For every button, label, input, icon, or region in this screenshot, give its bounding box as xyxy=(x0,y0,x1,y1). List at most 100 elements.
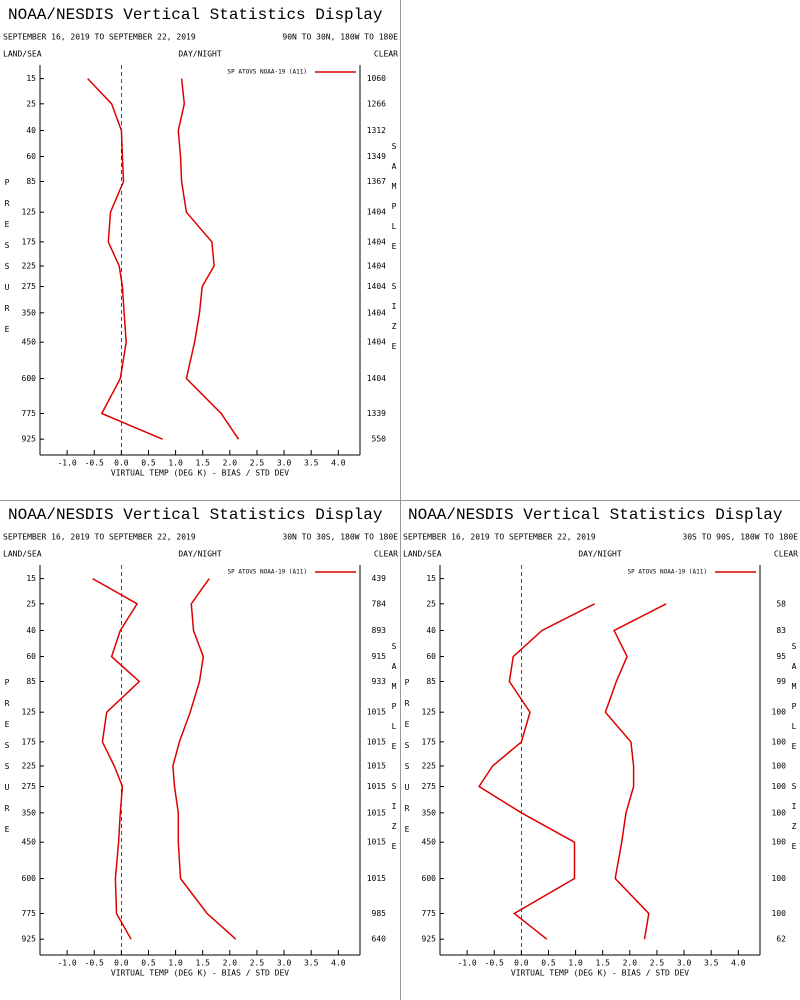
x-tick-label: 0.5 xyxy=(141,959,156,968)
land-sea: LAND/SEA xyxy=(3,50,42,59)
x-tick-label: 2.5 xyxy=(250,959,265,968)
y-tick-label: 60 xyxy=(26,152,36,161)
x-tick-label: 1.0 xyxy=(568,959,583,968)
x-tick-label: 2.0 xyxy=(223,459,238,468)
x-tick-label: 0.5 xyxy=(541,959,556,968)
sample-size: 100 xyxy=(772,838,787,847)
sample-size: 100 xyxy=(772,909,787,918)
panel: NOAA/NESDIS Vertical Statistics Display S… xyxy=(3,6,398,477)
profile-line xyxy=(87,78,163,440)
x-tick-label: 4.0 xyxy=(331,959,346,968)
y-tick-label: 925 xyxy=(422,935,437,944)
y-tick-label: 450 xyxy=(22,838,37,847)
sample-size: 99 xyxy=(776,677,786,686)
x-tick-label: 3.5 xyxy=(304,459,319,468)
sample-size: 893 xyxy=(372,626,387,635)
x-axis-label: VIRTUAL TEMP (DEG K) - BIAS / STD DEV xyxy=(111,469,289,478)
sample-size: 1404 xyxy=(367,338,386,347)
x-tick-label: 4.0 xyxy=(331,459,346,468)
y-tick-label: 350 xyxy=(422,808,437,817)
x-tick-label: -1.0 xyxy=(57,459,76,468)
sample-size: 100 xyxy=(772,761,787,770)
y-tick-label: 275 xyxy=(22,782,37,791)
sample-size: 1015 xyxy=(367,761,386,770)
legend-label: SP ATOVS NOAA-19 (A11) xyxy=(228,569,307,576)
x-tick-label: 1.5 xyxy=(595,959,610,968)
panel-title: NOAA/NESDIS Vertical Statistics Display xyxy=(8,506,383,524)
y-tick-label: 15 xyxy=(426,574,436,583)
x-tick-label: 3.0 xyxy=(277,459,292,468)
sample-size: 1339 xyxy=(367,409,386,418)
sample-size: 1015 xyxy=(367,838,386,847)
y-tick-label: 15 xyxy=(26,574,36,583)
x-tick-label: 1.5 xyxy=(195,959,210,968)
sample-size: 1349 xyxy=(367,152,386,161)
y-tick-label: 600 xyxy=(422,874,437,883)
day-night: DAY/NIGHT xyxy=(178,50,222,59)
legend-label: SP ATOVS NOAA-19 (A11) xyxy=(228,69,307,76)
x-tick-label: 2.0 xyxy=(223,959,238,968)
y-tick-label: 15 xyxy=(26,74,36,83)
y-tick-label: 175 xyxy=(22,237,37,246)
x-tick-label: 1.0 xyxy=(168,459,183,468)
x-tick-label: 0.0 xyxy=(114,459,129,468)
x-tick-label: 3.0 xyxy=(677,959,692,968)
y-tick-label: 25 xyxy=(26,99,36,108)
y-tick-label: 40 xyxy=(26,126,36,135)
sample-size: 1015 xyxy=(367,874,386,883)
panel: NOAA/NESDIS Vertical Statistics Display S… xyxy=(3,506,398,977)
y-tick-label: 85 xyxy=(26,177,36,186)
panel-title: NOAA/NESDIS Vertical Statistics Display xyxy=(8,6,383,24)
sample-size: 1404 xyxy=(367,208,386,217)
sample-size: 100 xyxy=(772,708,787,717)
y-tick-label: 60 xyxy=(426,652,436,661)
profile-line xyxy=(172,578,237,940)
panel: NOAA/NESDIS Vertical Statistics Display S… xyxy=(403,506,798,977)
y-tick-label: 450 xyxy=(22,338,37,347)
day-night: DAY/NIGHT xyxy=(178,550,222,559)
x-tick-label: 2.0 xyxy=(623,959,638,968)
y-tick-label: 925 xyxy=(22,935,37,944)
sample-size: 1060 xyxy=(367,74,386,83)
x-tick-label: 2.5 xyxy=(650,959,665,968)
sample-size: 95 xyxy=(776,652,786,661)
sample-size: 83 xyxy=(776,626,786,635)
y-tick-label: 600 xyxy=(22,374,37,383)
legend-label: SP ATOVS NOAA-19 (A11) xyxy=(628,569,707,576)
date-range: SEPTEMBER 16, 2019 TO SEPTEMBER 22, 2019 xyxy=(3,33,196,42)
x-tick-label: -1.0 xyxy=(457,959,476,968)
sample-size: 1015 xyxy=(367,708,386,717)
x-tick-label: 3.5 xyxy=(704,959,719,968)
sample-size: 1404 xyxy=(367,374,386,383)
y-tick-label: 275 xyxy=(422,782,437,791)
y-tick-label: 25 xyxy=(426,599,436,608)
y-tick-label: 225 xyxy=(22,761,37,770)
sample-size: 933 xyxy=(372,677,387,686)
sample-size: 1015 xyxy=(367,808,386,817)
x-axis-label: VIRTUAL TEMP (DEG K) - BIAS / STD DEV xyxy=(511,969,689,978)
date-range: SEPTEMBER 16, 2019 TO SEPTEMBER 22, 2019 xyxy=(3,533,196,542)
x-tick-label: 0.0 xyxy=(514,959,529,968)
y-tick-label: 40 xyxy=(26,626,36,635)
y-tick-label: 40 xyxy=(426,626,436,635)
x-tick-label: 0.5 xyxy=(141,459,156,468)
land-sea: LAND/SEA xyxy=(403,550,442,559)
panel-title: NOAA/NESDIS Vertical Statistics Display xyxy=(408,506,783,524)
y-tick-label: 175 xyxy=(422,737,437,746)
sample-size: 1015 xyxy=(367,782,386,791)
y-tick-label: 450 xyxy=(422,838,437,847)
region: 30N TO 30S, 180W TO 180E xyxy=(282,533,398,542)
sample-size: 640 xyxy=(372,935,387,944)
y-tick-label: 85 xyxy=(26,677,36,686)
profile-line xyxy=(478,603,595,940)
day-night: DAY/NIGHT xyxy=(578,550,622,559)
date-range: SEPTEMBER 16, 2019 TO SEPTEMBER 22, 2019 xyxy=(403,533,596,542)
y-tick-label: 275 xyxy=(22,282,37,291)
y-tick-label: 350 xyxy=(22,808,37,817)
y-tick-label: 125 xyxy=(422,708,437,717)
sample-size: 1367 xyxy=(367,177,386,186)
